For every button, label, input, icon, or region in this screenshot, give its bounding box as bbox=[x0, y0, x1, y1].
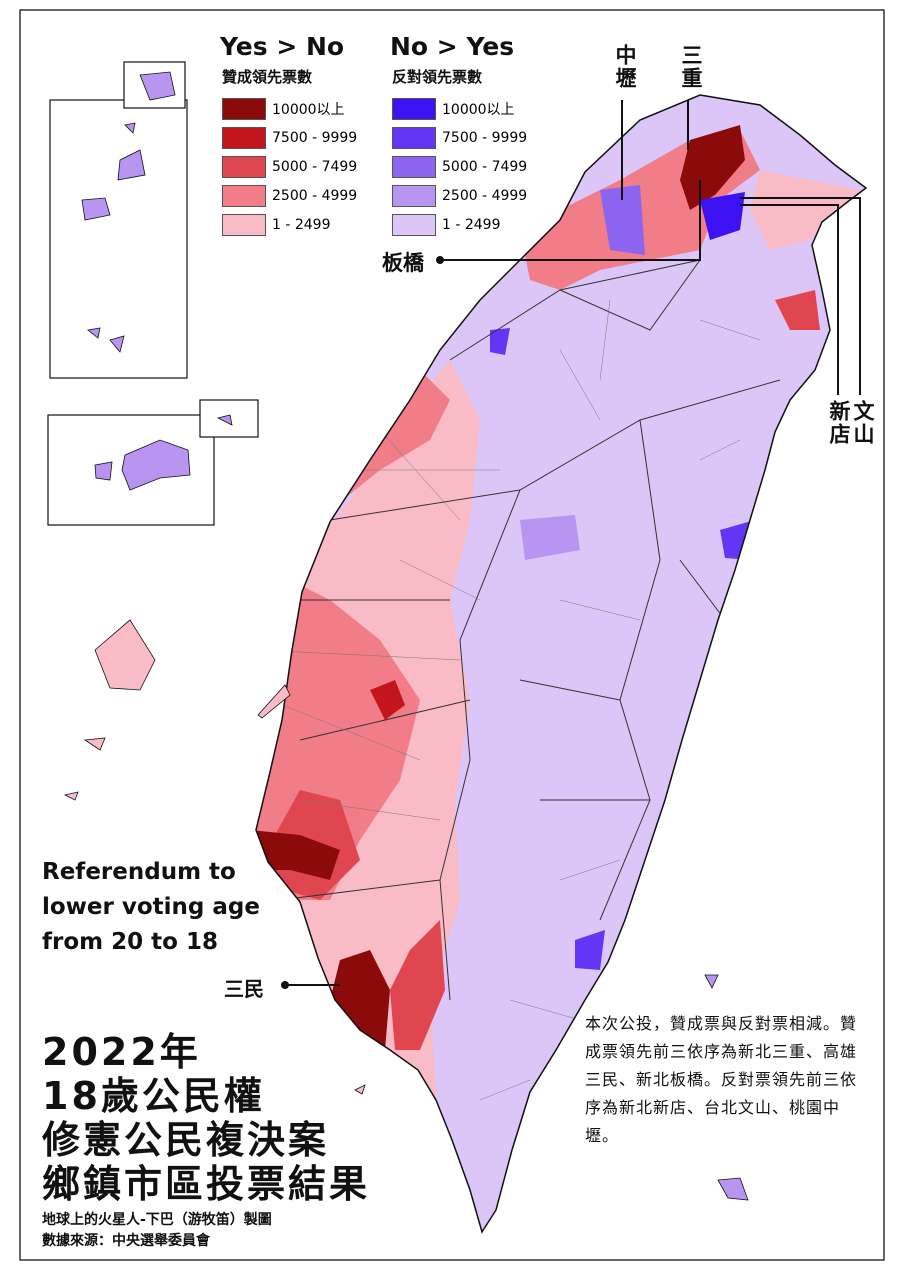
legend-label: 5000 - 7499 bbox=[272, 159, 358, 175]
legend-title: No > Yes bbox=[390, 32, 515, 61]
legend-swatch bbox=[392, 185, 436, 207]
place-label: 板橋 bbox=[382, 251, 424, 275]
insets bbox=[47, 61, 749, 1201]
legend-item: 7500 - 9999 bbox=[392, 127, 527, 149]
legend-item: 7500 - 9999 bbox=[222, 127, 357, 149]
place-label: 三重 bbox=[679, 44, 703, 90]
legend-label: 10000以上 bbox=[272, 102, 345, 118]
legend-swatch bbox=[392, 98, 436, 120]
legend-label: 1 - 2499 bbox=[272, 217, 331, 233]
legend-swatch bbox=[222, 98, 266, 120]
legend-label: 2500 - 4999 bbox=[272, 188, 358, 204]
place-label: 中壢 bbox=[613, 44, 637, 90]
legend-swatch bbox=[222, 127, 266, 149]
place-label: 三民 bbox=[224, 977, 264, 1001]
legend-label: 5000 - 7499 bbox=[442, 159, 528, 175]
title: 2022年 18歲公民權 修憲公民複決案 鄉鎮市區投票結果 bbox=[42, 1030, 371, 1206]
place-label: 文山 bbox=[851, 400, 875, 446]
leader-lines bbox=[281, 100, 861, 989]
legend-item: 1 - 2499 bbox=[392, 214, 501, 236]
legend-swatch bbox=[222, 214, 266, 236]
note: 本次公投，贊成票與反對票相減。贊成票領先前三依序為新北三重、高雄三民、新北板橋。… bbox=[585, 1014, 858, 1145]
legend-label: 10000以上 bbox=[442, 102, 515, 118]
legend-label: 7500 - 9999 bbox=[272, 130, 358, 146]
legend-item: 10000以上 bbox=[392, 98, 515, 120]
legend-item: 2500 - 4999 bbox=[222, 185, 357, 207]
legend-swatch bbox=[222, 185, 266, 207]
legend-label: 2500 - 4999 bbox=[442, 188, 528, 204]
legend-item: 1 - 2499 bbox=[222, 214, 331, 236]
legend-swatch bbox=[392, 214, 436, 236]
legend-label: 1 - 2499 bbox=[442, 217, 501, 233]
legend-item: 5000 - 7499 bbox=[392, 156, 527, 178]
legend-swatch bbox=[392, 156, 436, 178]
credits: 地球上的火星人-下巴（游牧笛）製圖 數據來源：中央選舉委員會 bbox=[42, 1212, 272, 1249]
legend-swatch bbox=[392, 127, 436, 149]
place-label: 新店 bbox=[827, 400, 851, 446]
legend-subtitle: 反對領先票數 bbox=[392, 68, 483, 86]
legend-subtitle: 贊成領先票數 bbox=[222, 68, 313, 86]
legend-item: 10000以上 bbox=[222, 98, 345, 120]
legend-title: Yes > No bbox=[220, 32, 345, 61]
legend-label: 7500 - 9999 bbox=[442, 130, 528, 146]
caption: Referendum to lower voting age from 20 to … bbox=[42, 859, 260, 955]
legend-item: 2500 - 4999 bbox=[392, 185, 527, 207]
legend-item: 5000 - 7499 bbox=[222, 156, 357, 178]
frame bbox=[19, 9, 885, 1261]
legend-swatch bbox=[222, 156, 266, 178]
